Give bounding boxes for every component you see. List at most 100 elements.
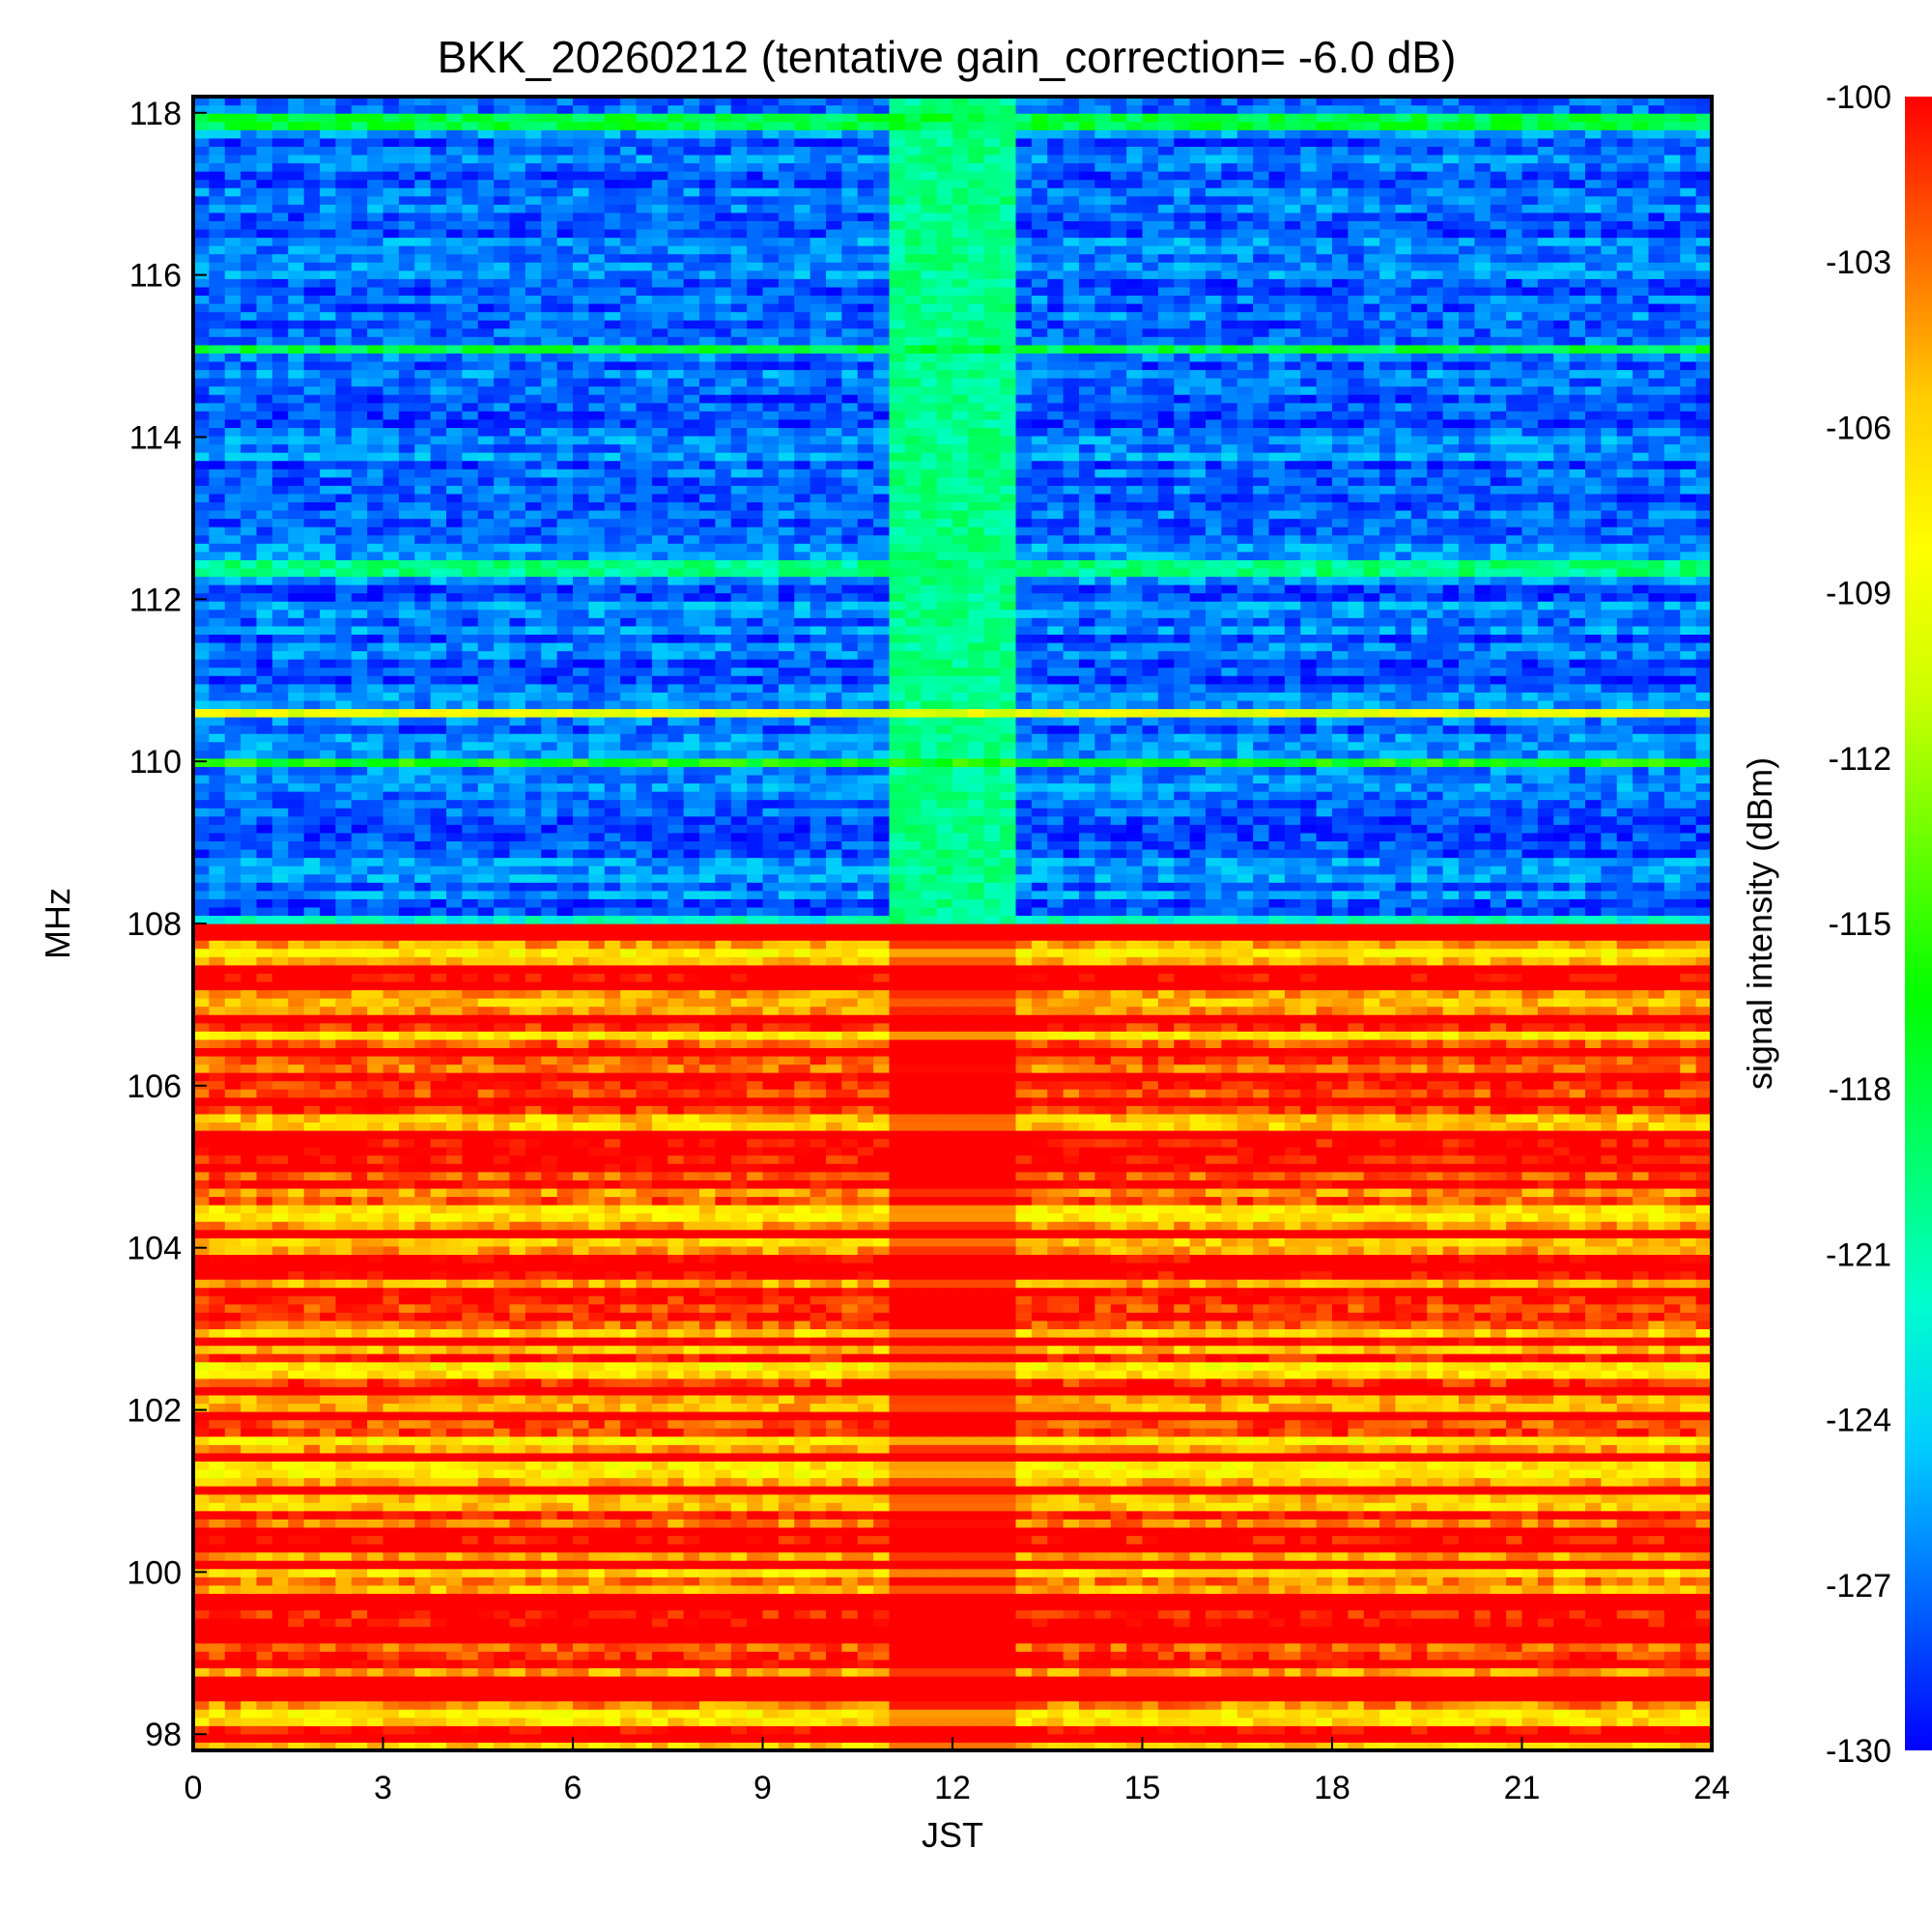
heatmap-cell	[1553, 1510, 1571, 1520]
heatmap-cell	[1348, 1709, 1365, 1719]
heatmap-cell	[1379, 1577, 1397, 1586]
heatmap-cell	[271, 1428, 289, 1437]
heatmap-cell	[1300, 1577, 1318, 1586]
heatmap-cell	[541, 1477, 558, 1487]
heatmap-cell	[1063, 1535, 1080, 1545]
heatmap-cell	[446, 1444, 463, 1454]
heatmap-cell	[1616, 1510, 1634, 1520]
heatmap-cell	[477, 1353, 495, 1363]
heatmap-cell	[1236, 1584, 1254, 1594]
heatmap-cell	[826, 1502, 842, 1512]
heatmap-cell	[1157, 1493, 1175, 1503]
heatmap-cell	[1236, 1659, 1254, 1668]
heatmap-cell	[1521, 1626, 1539, 1635]
heatmap-cell	[588, 1618, 606, 1628]
heatmap-cell	[715, 1526, 732, 1537]
heatmap-cell	[1569, 1461, 1586, 1470]
heatmap-cell	[256, 1692, 273, 1702]
heatmap-cell	[1648, 1403, 1665, 1412]
heatmap-cell	[983, 1444, 1001, 1454]
heatmap-cell	[383, 1411, 400, 1421]
heatmap-cell	[873, 1486, 891, 1495]
heatmap-cell	[1189, 1403, 1207, 1412]
heatmap-cell	[573, 1700, 589, 1710]
heatmap-cell	[904, 1502, 922, 1512]
heatmap-cell	[936, 1510, 953, 1520]
heatmap-cell	[889, 1577, 906, 1586]
heatmap-cell	[1079, 1692, 1095, 1702]
heatmap-cell	[320, 1692, 336, 1702]
heatmap-cell	[367, 1675, 384, 1686]
heatmap-cell	[193, 1526, 210, 1537]
heatmap-cell	[715, 1386, 732, 1396]
heatmap-cell	[1474, 1435, 1492, 1445]
heatmap-cell	[1633, 1493, 1650, 1503]
heatmap-cell	[651, 1386, 668, 1396]
heatmap-cell	[651, 1618, 668, 1628]
heatmap-cell	[383, 1742, 400, 1751]
heatmap-cell	[1142, 1403, 1159, 1412]
heatmap-cell	[1126, 1477, 1144, 1487]
heatmap-cell	[1395, 1345, 1412, 1354]
heatmap-cell	[256, 1618, 273, 1628]
heatmap-cell	[256, 1717, 273, 1726]
heatmap-cell	[1126, 1651, 1144, 1661]
heatmap-cell	[509, 1477, 526, 1487]
heatmap-cell	[303, 1717, 321, 1726]
heatmap-cell	[952, 1337, 969, 1347]
heatmap-cell	[620, 1626, 638, 1635]
heatmap-cell	[1253, 1601, 1270, 1611]
heatmap-cell	[271, 1725, 289, 1735]
heatmap-cell	[1142, 1378, 1159, 1387]
heatmap-cell	[1585, 1618, 1602, 1628]
heatmap-cell	[1142, 1345, 1159, 1354]
heatmap-cell	[351, 1601, 368, 1611]
heatmap-cell	[446, 1510, 463, 1520]
heatmap-cell	[904, 1411, 922, 1421]
heatmap-cell	[1363, 1684, 1380, 1693]
heatmap-cell	[241, 1618, 258, 1628]
heatmap-cell	[1015, 1725, 1033, 1735]
heatmap-cell	[715, 1742, 732, 1751]
heatmap-cell	[1253, 1593, 1270, 1603]
heatmap-cell	[556, 1493, 574, 1503]
heatmap-cell	[1236, 1642, 1254, 1652]
heatmap-cell	[841, 1403, 859, 1412]
heatmap-cell	[303, 1634, 321, 1644]
heatmap-cell	[320, 1378, 336, 1387]
heatmap-cell	[1695, 1725, 1713, 1735]
heatmap-cell	[1300, 1626, 1318, 1635]
heatmap-cell	[320, 1601, 336, 1611]
heatmap-cell	[556, 1535, 574, 1545]
heatmap-cell	[1442, 1477, 1460, 1487]
heatmap-cell	[1601, 1378, 1618, 1387]
heatmap-cell	[414, 1320, 432, 1330]
heatmap-cell	[398, 1618, 415, 1628]
heatmap-cell	[320, 1461, 336, 1470]
heatmap-cell	[699, 1337, 716, 1347]
heatmap-cell	[715, 1642, 732, 1652]
heatmap-cell	[668, 1386, 685, 1396]
heatmap-cell	[983, 1461, 1001, 1470]
heatmap-cell	[904, 1709, 922, 1719]
heatmap-cell	[778, 1486, 795, 1495]
heatmap-cell	[446, 1403, 463, 1412]
heatmap-cell	[414, 1725, 432, 1735]
heatmap-cell	[271, 1584, 289, 1594]
heatmap-cell	[810, 1370, 827, 1379]
heatmap-cell	[730, 1444, 748, 1454]
heatmap-cell	[1206, 1452, 1222, 1462]
heatmap-cell	[1157, 1742, 1175, 1751]
heatmap-cell	[1031, 1667, 1048, 1677]
heatmap-cell	[1079, 1618, 1095, 1628]
heatmap-cell	[462, 1419, 479, 1429]
heatmap-cell	[1206, 1353, 1222, 1363]
heatmap-cell	[414, 1461, 432, 1470]
heatmap-cell	[1031, 1584, 1048, 1594]
heatmap-cell	[1427, 1618, 1444, 1628]
heatmap-cell	[1379, 1618, 1397, 1628]
heatmap-cell	[936, 1560, 953, 1570]
heatmap-cell	[398, 1486, 415, 1495]
heatmap-cell	[715, 1535, 732, 1545]
heatmap-cell	[1616, 1609, 1634, 1619]
